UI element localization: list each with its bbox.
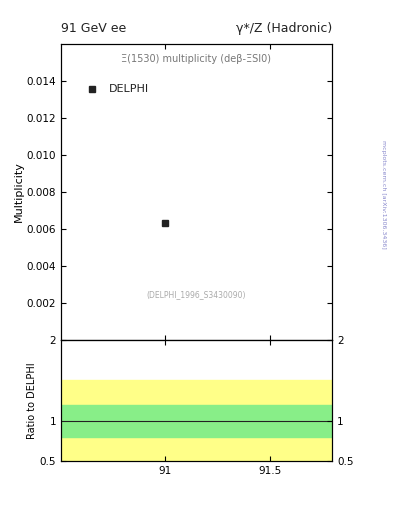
Text: (DELPHI_1996_S3430090): (DELPHI_1996_S3430090) <box>147 290 246 300</box>
Y-axis label: Ratio to DELPHI: Ratio to DELPHI <box>27 362 37 439</box>
Bar <box>61 404 332 437</box>
Text: γ*/Z (Hadronic): γ*/Z (Hadronic) <box>236 22 332 35</box>
Text: mcplots.cern.ch [arXiv:1306.3436]: mcplots.cern.ch [arXiv:1306.3436] <box>381 140 386 249</box>
Text: 91 GeV ee: 91 GeV ee <box>61 22 126 35</box>
Text: DELPHI: DELPHI <box>109 84 149 94</box>
Y-axis label: Multiplicity: Multiplicity <box>14 161 24 222</box>
Text: Ξ(1530) multiplicity (deβ-ΞSI0): Ξ(1530) multiplicity (deβ-ΞSI0) <box>121 54 272 64</box>
Bar <box>61 380 332 461</box>
